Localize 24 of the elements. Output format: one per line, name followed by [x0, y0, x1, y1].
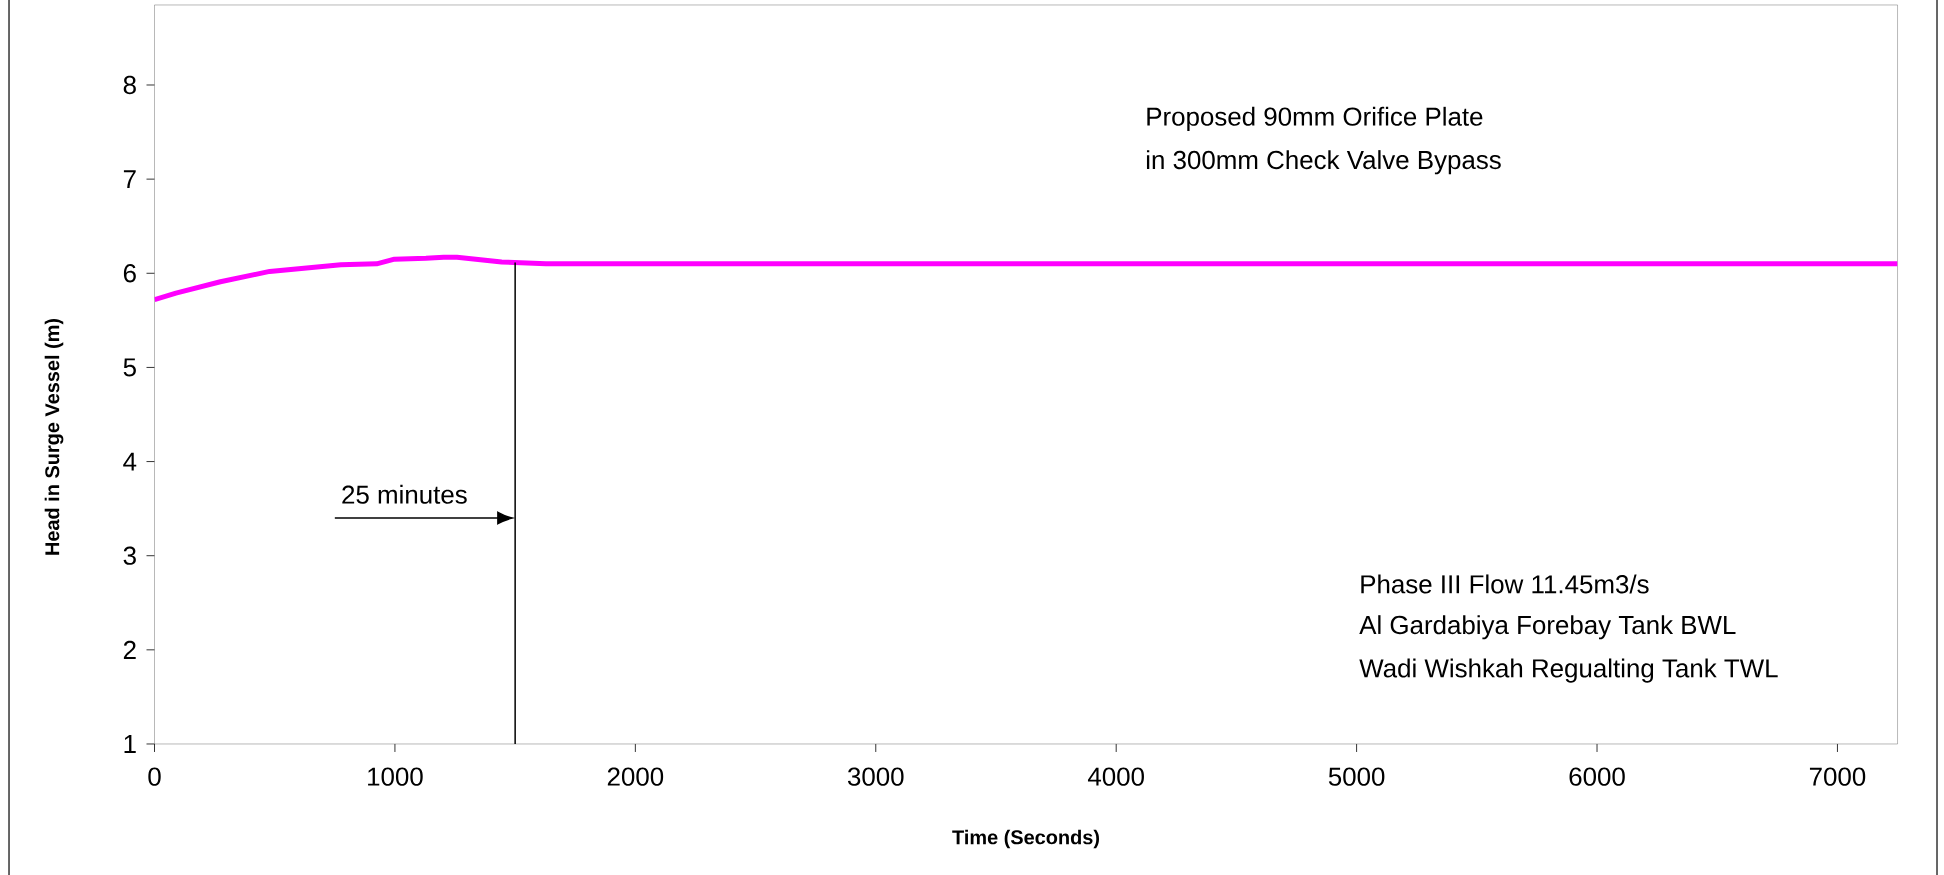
annotation: Phase III Flow 11.45m3/s: [1361, 574, 1649, 594]
y-axis-title: Head in Surge Vessel (m): [44, 318, 64, 555]
y-tick-label: 7: [123, 170, 136, 189]
x-tick-label: 0: [148, 767, 161, 786]
x-tick-label: 1000: [368, 767, 423, 786]
annotation: Proposed 90mm Orifice Plate: [1147, 106, 1483, 131]
x-tick-label: 4000: [1087, 767, 1144, 786]
y-tick-label: 1: [124, 735, 136, 753]
x-tick-label: 7000: [1809, 767, 1866, 786]
y-tick-label: 6: [123, 264, 136, 283]
y-tick-label: 2: [123, 640, 136, 659]
annotation: 25 minutes: [342, 484, 467, 504]
y-tick-label: 4: [123, 452, 137, 471]
x-axis-title: Time (Seconds): [952, 829, 1099, 849]
x-tick-label: 5000: [1328, 767, 1385, 786]
annotation: in 300mm Check Valve Bypass: [1146, 150, 1501, 175]
x-tick-label: 3000: [847, 767, 904, 786]
annotation: Al Gardabiya Forebay Tank BWL: [1359, 615, 1736, 640]
annotation: Wadi Wishkah Regualting Tank TWL: [1359, 658, 1778, 683]
y-tick-label: 8: [123, 75, 136, 95]
y-tick-label: 5: [123, 358, 136, 377]
x-tick-label: 2000: [607, 767, 664, 786]
y-tick-label: 3: [123, 546, 136, 565]
x-tick-label: 6000: [1569, 767, 1625, 786]
